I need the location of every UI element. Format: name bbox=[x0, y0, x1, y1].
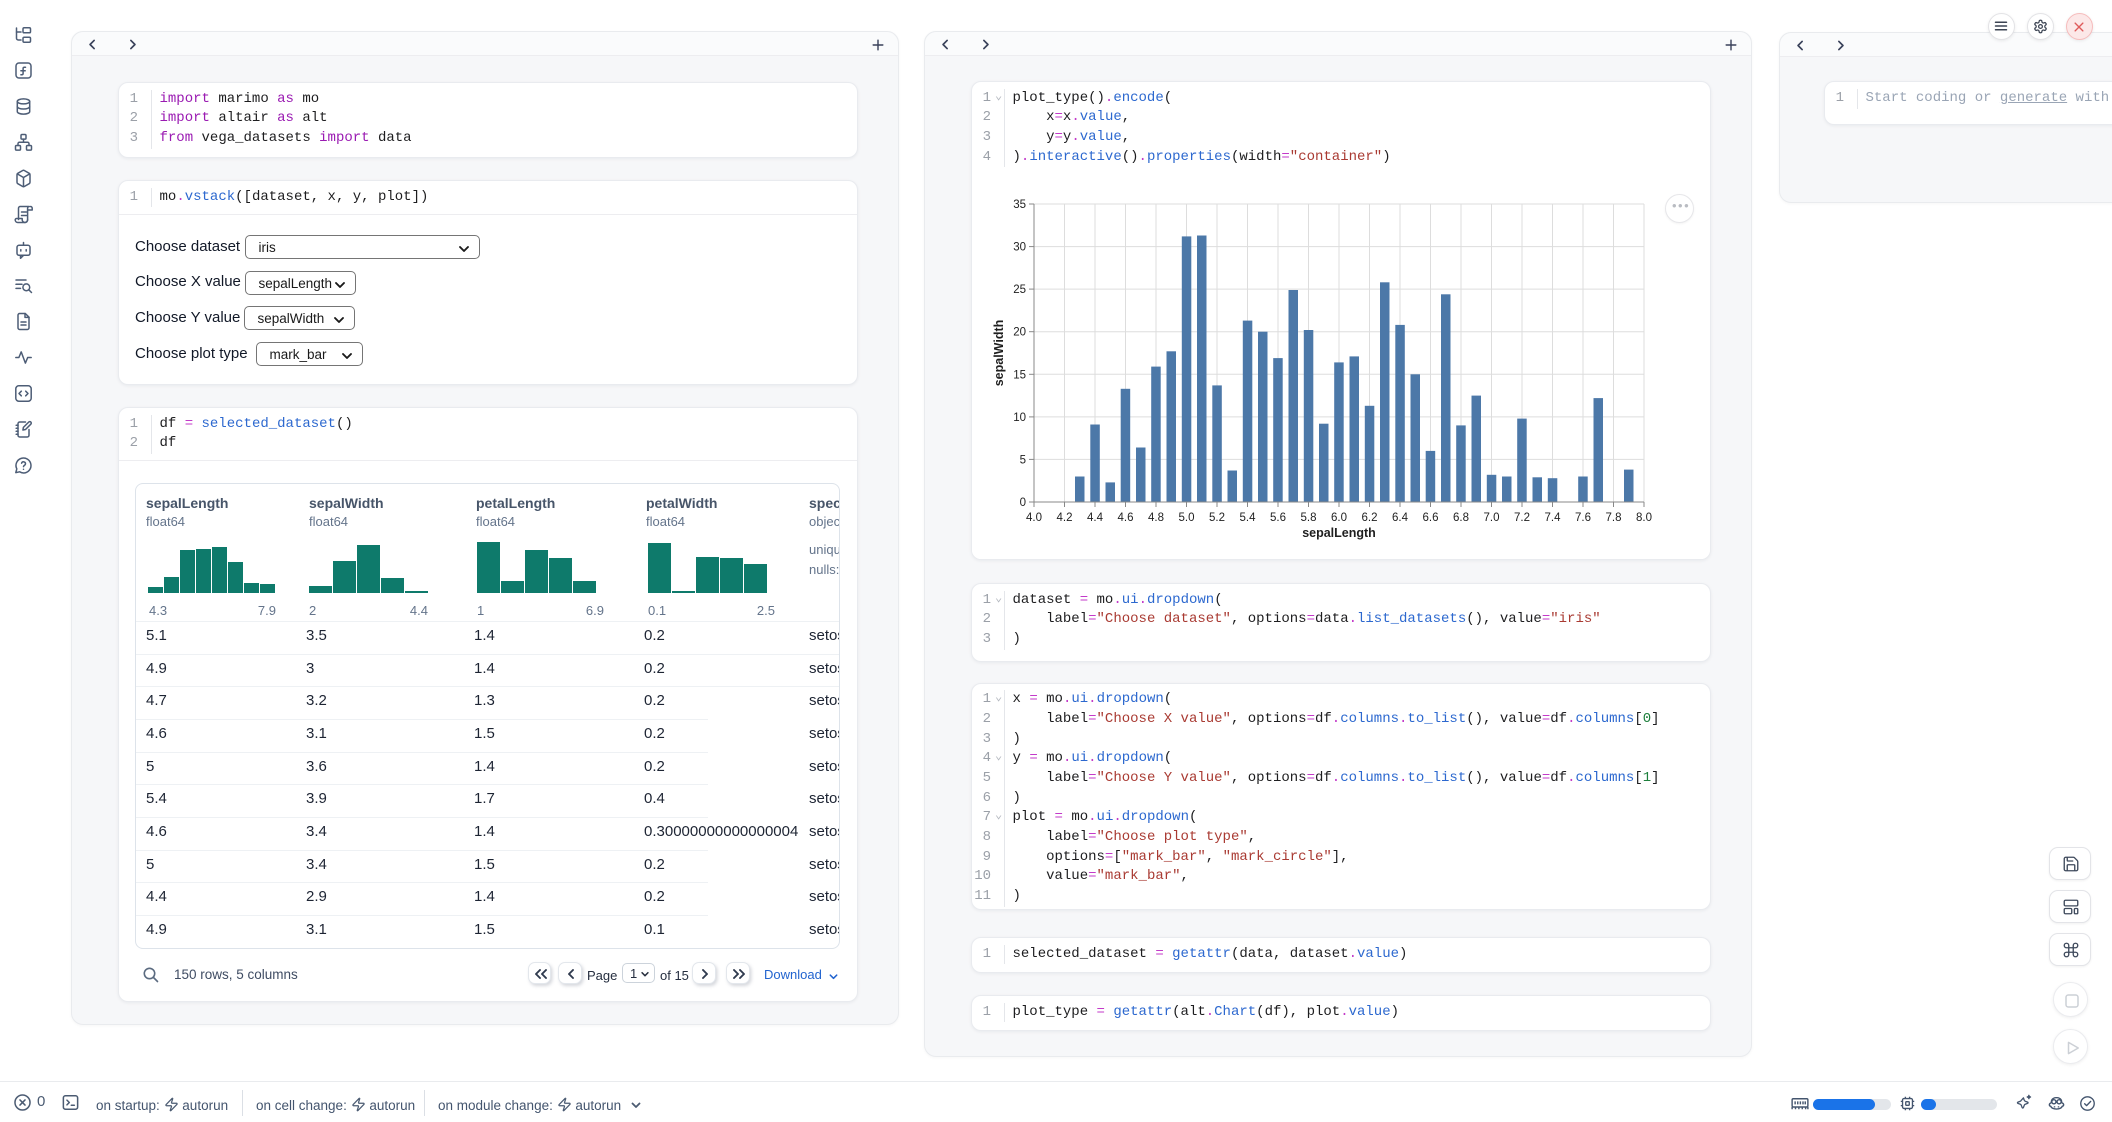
svg-text:4.2: 4.2 bbox=[1057, 512, 1073, 524]
svg-text:8.0: 8.0 bbox=[1636, 512, 1652, 524]
svg-text:20: 20 bbox=[1013, 327, 1026, 339]
svg-text:7.2: 7.2 bbox=[1514, 512, 1530, 524]
svg-text:7.8: 7.8 bbox=[1606, 512, 1622, 524]
svg-text:5.6: 5.6 bbox=[1270, 512, 1286, 524]
svg-text:4.0: 4.0 bbox=[1026, 512, 1042, 524]
svg-text:4.6: 4.6 bbox=[1118, 512, 1134, 524]
svg-text:4.4: 4.4 bbox=[1087, 512, 1104, 524]
svg-text:6.2: 6.2 bbox=[1362, 512, 1378, 524]
svg-text:25: 25 bbox=[1013, 284, 1026, 296]
svg-text:5: 5 bbox=[1020, 454, 1026, 466]
svg-text:5.4: 5.4 bbox=[1240, 512, 1257, 524]
svg-text:35: 35 bbox=[1013, 199, 1026, 211]
svg-text:5.2: 5.2 bbox=[1209, 512, 1225, 524]
svg-text:5.0: 5.0 bbox=[1179, 512, 1195, 524]
svg-text:15: 15 bbox=[1013, 369, 1026, 381]
svg-text:6.6: 6.6 bbox=[1423, 512, 1439, 524]
svg-text:4.8: 4.8 bbox=[1148, 512, 1164, 524]
svg-text:7.0: 7.0 bbox=[1484, 512, 1500, 524]
svg-text:7.6: 7.6 bbox=[1575, 512, 1591, 524]
svg-text:6.4: 6.4 bbox=[1392, 512, 1409, 524]
svg-text:6.8: 6.8 bbox=[1453, 512, 1469, 524]
svg-text:6.0: 6.0 bbox=[1331, 512, 1347, 524]
svg-text:sepalWidth: sepalWidth bbox=[992, 320, 1006, 387]
svg-text:5.8: 5.8 bbox=[1301, 512, 1317, 524]
svg-text:30: 30 bbox=[1013, 242, 1026, 254]
svg-text:0: 0 bbox=[1020, 497, 1026, 509]
svg-text:sepalLength: sepalLength bbox=[1302, 526, 1376, 540]
svg-text:10: 10 bbox=[1013, 412, 1026, 424]
svg-text:7.4: 7.4 bbox=[1545, 512, 1562, 524]
